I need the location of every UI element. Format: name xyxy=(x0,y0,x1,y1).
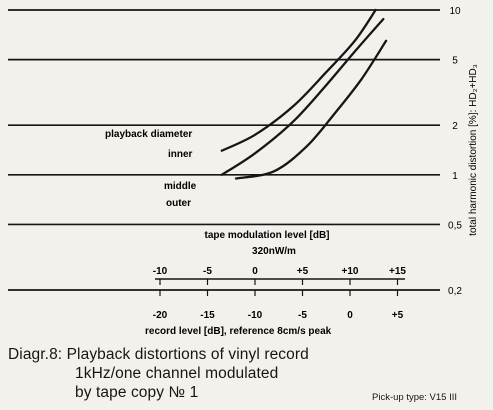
caption-line-2: 1kHz/one channel modulated xyxy=(75,365,279,382)
series-line-middle xyxy=(220,17,385,176)
series-line-inner xyxy=(220,8,377,152)
tape-axis-reference: 320nW/m xyxy=(252,246,296,257)
series-label-inner: inner xyxy=(168,149,193,160)
tape-tick-label-3: +5 xyxy=(297,266,309,277)
y-tick-label-1: 0,5 xyxy=(448,220,462,231)
tape-tick-label-5: +15 xyxy=(389,266,406,277)
series-label-middle: middle xyxy=(164,181,197,192)
y-tick-label-2: 1 xyxy=(452,171,458,182)
record-tick-label-1: -15 xyxy=(200,310,215,321)
legend-title: playback diameter xyxy=(105,129,192,140)
gridlines xyxy=(8,9,440,291)
tape-tick-label-0: -10 xyxy=(153,266,168,277)
record-tick-label-5: +5 xyxy=(392,310,404,321)
tape-tick-label-4: +10 xyxy=(342,266,359,277)
tape-axis-title: tape modulation level [dB] xyxy=(204,230,329,241)
series-line-outer xyxy=(234,39,388,180)
record-tick-label-2: -10 xyxy=(248,310,263,321)
record-axis-label: record level [dB], reference 8cm/s peak xyxy=(145,326,332,337)
record-axis-ticks: -20 -15 -10 -5 0 +5 xyxy=(153,290,404,321)
series-layer xyxy=(220,8,388,180)
tape-axis-ticks: -10 -5 0 +5 +10 +15 xyxy=(153,266,406,285)
y-axis-label: total harmonic distortion [%]: HD₂+HD₃ xyxy=(468,64,479,236)
y-tick-label-3: 2 xyxy=(452,121,458,132)
tape-tick-label-2: 0 xyxy=(252,266,258,277)
y-tick-label-0: 0,2 xyxy=(448,286,462,297)
record-tick-label-4: 0 xyxy=(347,310,353,321)
caption-line-1: Diagr.8: Playback distortions of vinyl r… xyxy=(8,346,309,363)
caption-line-3: by tape copy № 1 xyxy=(75,384,199,401)
record-tick-label-0: -20 xyxy=(153,310,168,321)
y-tick-labels: 0,2 0,5 1 2 5 10 xyxy=(448,6,462,297)
pickup-type: Pick-up type: V15 III xyxy=(372,392,458,403)
figure-caption: Diagr.8: Playback distortions of vinyl r… xyxy=(8,345,309,402)
record-tick-label-3: -5 xyxy=(298,310,307,321)
tape-tick-label-1: -5 xyxy=(203,266,212,277)
series-label-outer: outer xyxy=(166,198,191,209)
y-tick-label-4: 5 xyxy=(452,56,458,67)
y-tick-label-5: 10 xyxy=(449,6,461,17)
